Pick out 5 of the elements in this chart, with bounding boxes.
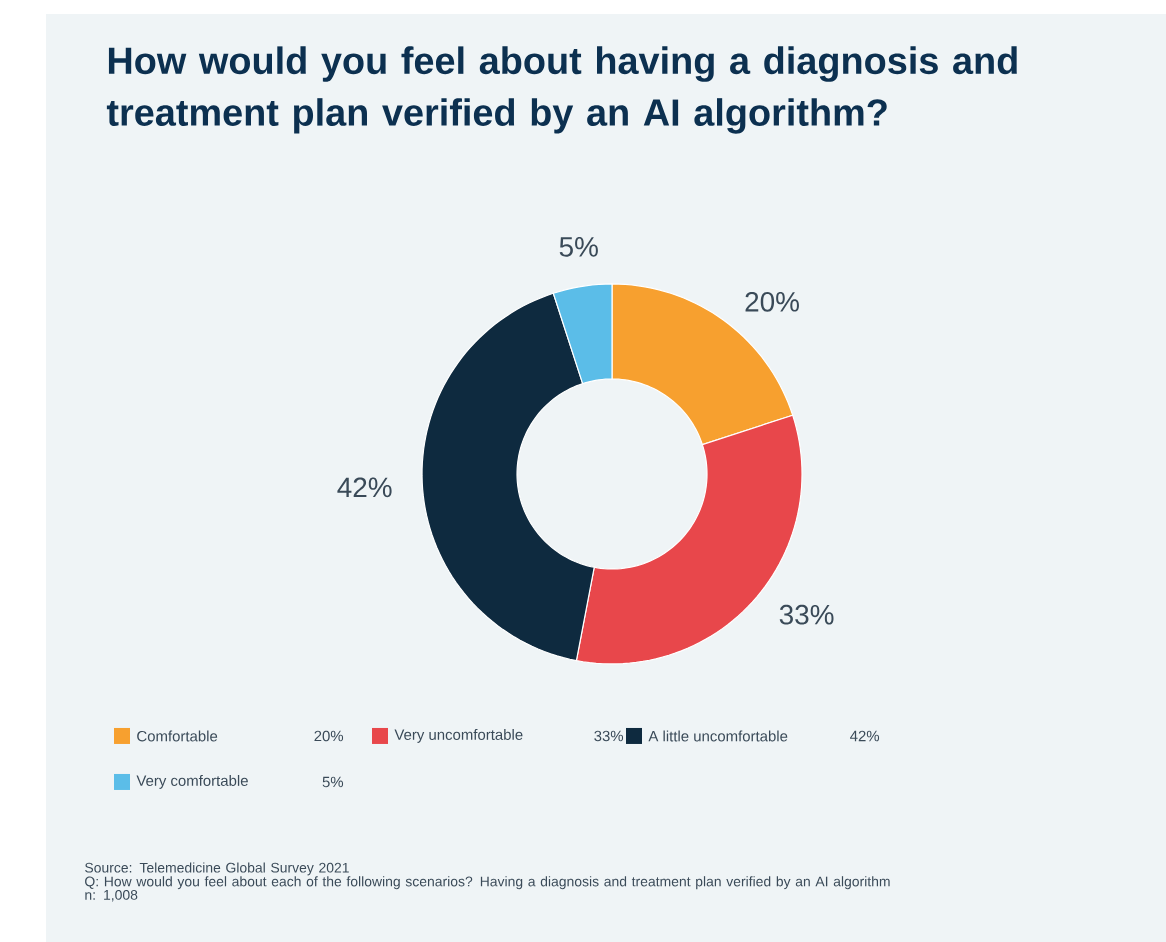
data-label: 33% (779, 604, 834, 625)
data-label: 20% (745, 291, 799, 312)
data-label: 42% (337, 477, 392, 498)
chart-title: How would you feel about having a diagnosis and treatment plan verified by an AI algorithm? (106, 46, 1017, 134)
data-label: 5% (559, 237, 598, 257)
